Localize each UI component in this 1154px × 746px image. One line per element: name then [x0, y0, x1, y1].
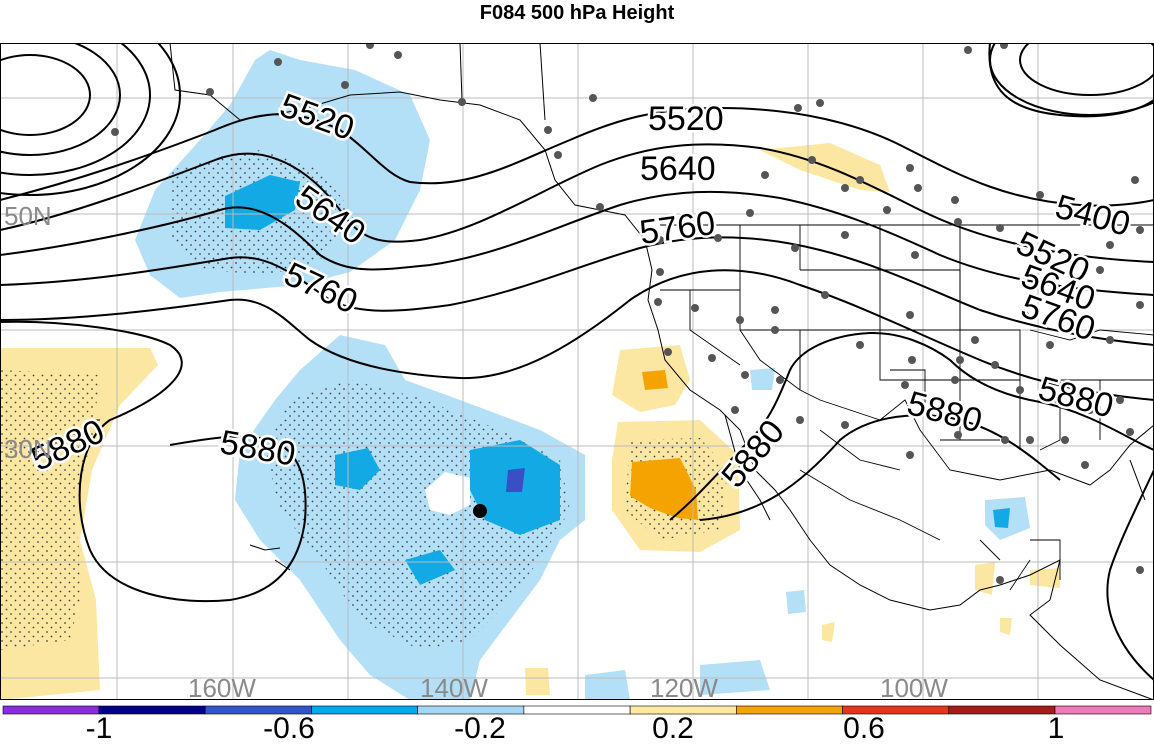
lon-label-160w: 160W — [188, 673, 256, 703]
map-frame — [0, 43, 1154, 700]
contour-label-5640-east: 5640 — [640, 150, 716, 188]
colorbar-segment — [98, 705, 206, 715]
colorbar-segment — [311, 705, 418, 715]
colorbar-tick-label: -0.2 — [454, 712, 506, 745]
colorbar-tick-label: -0.6 — [263, 712, 315, 745]
negative-anomaly-shading — [135, 50, 1030, 700]
political-borders — [660, 224, 1154, 591]
coastlines — [90, 43, 1154, 700]
contour-label-5880-texas: 5880 — [903, 384, 986, 440]
lat-label-30n: 30N — [4, 434, 52, 464]
contour-label-5520-east: 5520 — [648, 100, 724, 138]
lon-label-140w: 140W — [420, 673, 488, 703]
contour-label-5880-gulf: 5880 — [1034, 369, 1117, 425]
colorbar-segment — [523, 705, 631, 715]
colorbar-segment — [948, 705, 1056, 715]
height-contours — [0, 43, 1154, 681]
lon-label-100w: 100W — [880, 673, 948, 703]
colorbar-tick-label: 0.6 — [843, 712, 885, 745]
colorbar-tick-label: 1 — [1047, 712, 1065, 745]
graticule-labels: 50N 30N 160W 140W 120W 100W — [4, 201, 948, 703]
marker-point — [473, 504, 487, 518]
contour-label-5760-east: 5760 — [637, 204, 717, 252]
contour-label-5400-east: 5400 — [1051, 188, 1134, 244]
station-markers — [111, 43, 1144, 584]
colorbar-tick-label: 0.2 — [652, 712, 694, 745]
colorbar — [2, 705, 1152, 715]
graticule — [0, 43, 1154, 700]
colorbar-tick-label: -1 — [85, 712, 113, 745]
colorbar-segment — [736, 705, 843, 715]
colorbar-segment — [1054, 705, 1152, 715]
lat-label-50n: 50N — [4, 201, 52, 231]
map-title: F084 500 hPa Height — [479, 2, 675, 24]
lon-label-120w: 120W — [650, 673, 718, 703]
colorbar-segment — [2, 705, 100, 715]
